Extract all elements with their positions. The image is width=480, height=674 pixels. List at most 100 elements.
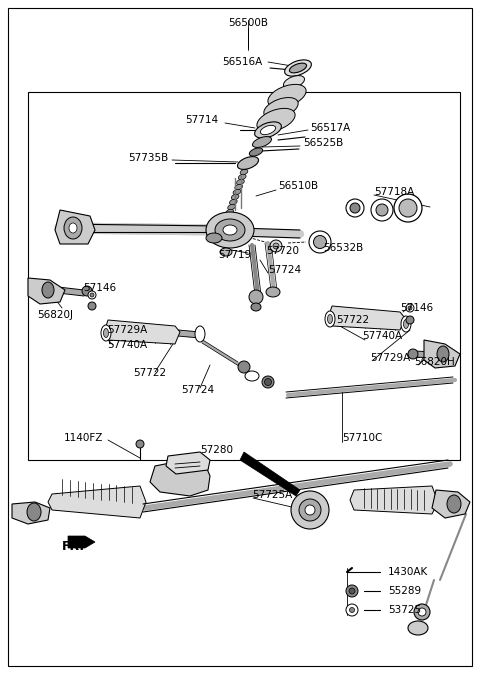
Ellipse shape <box>309 231 331 253</box>
Ellipse shape <box>226 210 234 215</box>
Polygon shape <box>12 502 50 524</box>
Ellipse shape <box>406 316 414 324</box>
Polygon shape <box>432 490 470 518</box>
Text: 57146: 57146 <box>83 283 116 293</box>
Ellipse shape <box>104 328 108 338</box>
Text: 57725A: 57725A <box>252 490 292 500</box>
Ellipse shape <box>408 306 412 310</box>
Ellipse shape <box>27 503 41 521</box>
Text: 1140FZ: 1140FZ <box>64 433 103 443</box>
Ellipse shape <box>240 169 248 175</box>
Ellipse shape <box>399 199 417 217</box>
Ellipse shape <box>273 243 279 249</box>
Polygon shape <box>240 452 300 496</box>
Text: 57722: 57722 <box>133 368 167 378</box>
Ellipse shape <box>69 223 77 233</box>
Ellipse shape <box>349 588 355 594</box>
Text: 57724: 57724 <box>268 265 301 275</box>
Text: 56517A: 56517A <box>310 123 350 133</box>
Ellipse shape <box>447 495 461 513</box>
Ellipse shape <box>349 607 355 613</box>
Ellipse shape <box>136 440 144 448</box>
Ellipse shape <box>418 608 426 616</box>
Ellipse shape <box>401 316 411 332</box>
Ellipse shape <box>268 84 306 108</box>
Ellipse shape <box>291 491 329 529</box>
Text: FR.: FR. <box>62 539 85 553</box>
Text: 57729A: 57729A <box>107 325 147 335</box>
Polygon shape <box>166 452 210 474</box>
Text: 57718A: 57718A <box>374 187 414 197</box>
Ellipse shape <box>195 326 205 342</box>
Ellipse shape <box>251 303 261 311</box>
Ellipse shape <box>237 179 244 185</box>
Polygon shape <box>150 462 210 496</box>
Ellipse shape <box>215 219 245 241</box>
Ellipse shape <box>238 361 250 373</box>
Ellipse shape <box>90 293 94 297</box>
Text: 57146: 57146 <box>400 303 433 313</box>
Ellipse shape <box>346 199 364 217</box>
Text: 57722: 57722 <box>336 315 369 325</box>
Ellipse shape <box>101 325 111 341</box>
Polygon shape <box>424 340 460 368</box>
Text: 56532B: 56532B <box>323 243 363 253</box>
Ellipse shape <box>284 75 304 88</box>
Text: 55289: 55289 <box>388 586 421 596</box>
Text: 57740A: 57740A <box>362 331 402 341</box>
Ellipse shape <box>64 217 82 239</box>
Polygon shape <box>329 306 405 330</box>
Text: 56525B: 56525B <box>303 138 343 148</box>
Ellipse shape <box>254 122 281 138</box>
Text: 57720: 57720 <box>266 246 300 256</box>
Ellipse shape <box>346 604 358 616</box>
Ellipse shape <box>88 302 96 310</box>
Text: 56820J: 56820J <box>37 310 73 320</box>
Text: 57729A: 57729A <box>370 353 410 363</box>
Ellipse shape <box>270 240 282 252</box>
Ellipse shape <box>42 282 54 298</box>
Ellipse shape <box>220 248 232 256</box>
Ellipse shape <box>238 156 259 169</box>
Ellipse shape <box>262 376 274 388</box>
Text: 57740A: 57740A <box>107 340 147 350</box>
Ellipse shape <box>249 290 263 304</box>
Polygon shape <box>48 486 146 518</box>
Ellipse shape <box>299 499 321 521</box>
Ellipse shape <box>239 175 246 180</box>
Ellipse shape <box>249 148 263 156</box>
Text: 57280: 57280 <box>200 445 233 455</box>
Ellipse shape <box>408 349 418 359</box>
Ellipse shape <box>408 621 428 635</box>
Text: 57724: 57724 <box>181 385 215 395</box>
Ellipse shape <box>235 184 242 189</box>
Ellipse shape <box>264 98 298 119</box>
Ellipse shape <box>376 204 388 216</box>
Ellipse shape <box>229 200 237 205</box>
Text: 57710C: 57710C <box>342 433 383 443</box>
Ellipse shape <box>266 287 280 297</box>
Polygon shape <box>105 320 180 344</box>
Polygon shape <box>350 486 438 514</box>
Ellipse shape <box>82 286 92 296</box>
Bar <box>28 92 460 460</box>
Polygon shape <box>55 210 95 244</box>
Ellipse shape <box>228 204 235 210</box>
Text: 53725: 53725 <box>388 605 421 615</box>
Ellipse shape <box>371 199 393 221</box>
Text: 56516A: 56516A <box>222 57 262 67</box>
Ellipse shape <box>414 604 430 620</box>
Ellipse shape <box>289 63 307 73</box>
Polygon shape <box>68 536 95 548</box>
Ellipse shape <box>394 194 422 222</box>
Ellipse shape <box>233 189 241 195</box>
Ellipse shape <box>223 225 237 235</box>
Ellipse shape <box>327 315 333 324</box>
Text: 56500B: 56500B <box>228 18 268 28</box>
Ellipse shape <box>350 203 360 213</box>
Ellipse shape <box>305 505 315 515</box>
Polygon shape <box>28 278 65 304</box>
Text: 1430AK: 1430AK <box>388 567 428 577</box>
Ellipse shape <box>206 233 222 243</box>
Text: 56510B: 56510B <box>278 181 318 191</box>
